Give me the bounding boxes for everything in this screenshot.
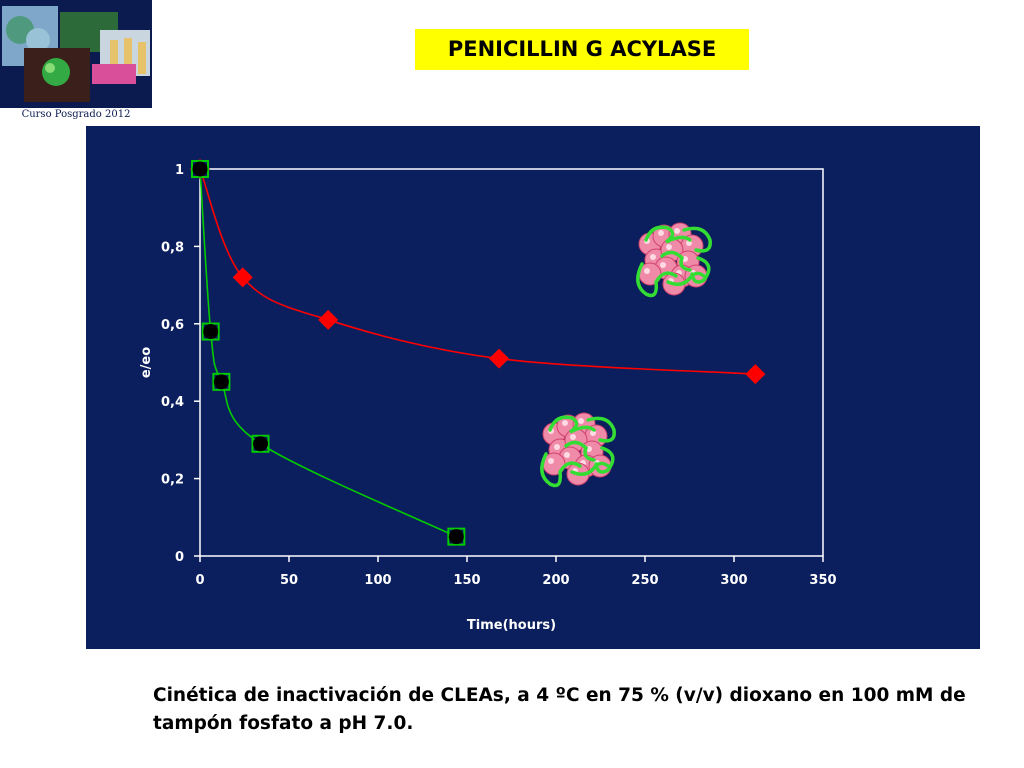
- clea-aggregate-top-illustration: [636, 222, 712, 298]
- clea-aggregate-bottom-illustration: [540, 412, 616, 488]
- green-square-point: [251, 434, 270, 453]
- red-diamond-point: [489, 348, 510, 369]
- series-1-line: [199, 168, 756, 375]
- green-square-point: [201, 322, 220, 341]
- x-tick-label: 350: [809, 573, 836, 588]
- enzyme-chain: [564, 440, 596, 462]
- sphere-highlight: [578, 418, 584, 424]
- marker-square: [201, 322, 220, 341]
- x-tick-label: 300: [720, 573, 747, 588]
- sphere-highlight: [644, 268, 650, 274]
- marker-dot: [203, 324, 219, 340]
- y-axis-label: e/eo: [139, 347, 154, 378]
- enzyme-chain: [594, 446, 615, 474]
- x-tick-label: 200: [542, 573, 569, 588]
- x-tick-label: 0: [195, 573, 204, 588]
- slide-title: PENICILLIN G ACYLASE: [415, 29, 749, 70]
- sphere-highlight: [660, 262, 666, 268]
- inactivation-chart: 0 50 100 150 200 250 300 350 0 0,2 0,4 0,6 0,8 1 Time(…: [139, 159, 837, 633]
- sphere-highlight: [548, 458, 554, 464]
- green-square-point: [447, 527, 466, 546]
- plot-frame: [199, 168, 824, 557]
- x-tick-label: 50: [280, 573, 298, 588]
- y-tick-label: 0,8: [161, 240, 184, 255]
- course-logo: Curso Posgrado 2012: [0, 0, 152, 122]
- red-diamond-point: [232, 267, 253, 288]
- marker-dot: [253, 436, 269, 452]
- enzyme-chain: [636, 262, 678, 298]
- enzyme-chain: [586, 416, 616, 443]
- sphere-highlight: [564, 452, 570, 458]
- sphere-highlight: [650, 254, 656, 260]
- chart-panel: 0 50 100 150 200 250 300 350 0 0,2 0,4 0,6 0,8 1 Time(…: [86, 126, 980, 649]
- marker-square: [447, 527, 466, 546]
- x-tick-label: 150: [453, 573, 480, 588]
- logo-caption: Curso Posgrado 2012: [0, 108, 152, 122]
- marker-dot: [213, 374, 229, 390]
- marker-dot: [192, 161, 208, 177]
- marker-square: [191, 160, 209, 178]
- logo-collage-image: [0, 0, 152, 108]
- x-tick-label: 100: [364, 573, 391, 588]
- sphere-highlight: [562, 420, 568, 426]
- sphere-highlight: [658, 230, 664, 236]
- green-square-point: [212, 372, 231, 391]
- x-tick-label: 250: [631, 573, 658, 588]
- sphere-highlight: [554, 444, 560, 450]
- y-tick-label: 0: [175, 550, 184, 565]
- red-diamond-point: [745, 364, 766, 385]
- marker-square: [251, 434, 270, 453]
- sphere-highlight: [570, 434, 576, 440]
- enzyme-chain: [690, 256, 711, 284]
- green-square-point: [191, 160, 209, 178]
- slide-caption: Cinética de inactivación de CLEAs, a 4 º…: [153, 685, 966, 734]
- y-tick-label: 0,4: [161, 395, 184, 410]
- marker-square: [212, 372, 231, 391]
- sphere-highlight: [674, 228, 680, 234]
- red-diamond-point: [318, 309, 339, 330]
- enzyme-chain: [644, 225, 692, 244]
- enzyme-chain: [666, 271, 706, 286]
- x-axis-label: Time(hours): [467, 618, 556, 633]
- enzyme-chain: [682, 226, 712, 253]
- enzyme-chain: [570, 461, 610, 476]
- y-tick-label: 1: [175, 163, 184, 178]
- y-tick-label: 0,6: [161, 318, 184, 333]
- enzyme-chain: [660, 250, 692, 272]
- y-tick-label: 0,2: [161, 473, 184, 488]
- series-2-line: [199, 168, 457, 538]
- enzyme-chain: [540, 452, 582, 488]
- enzyme-chain: [548, 415, 596, 434]
- marker-dot: [448, 529, 464, 545]
- sphere-highlight: [666, 244, 672, 250]
